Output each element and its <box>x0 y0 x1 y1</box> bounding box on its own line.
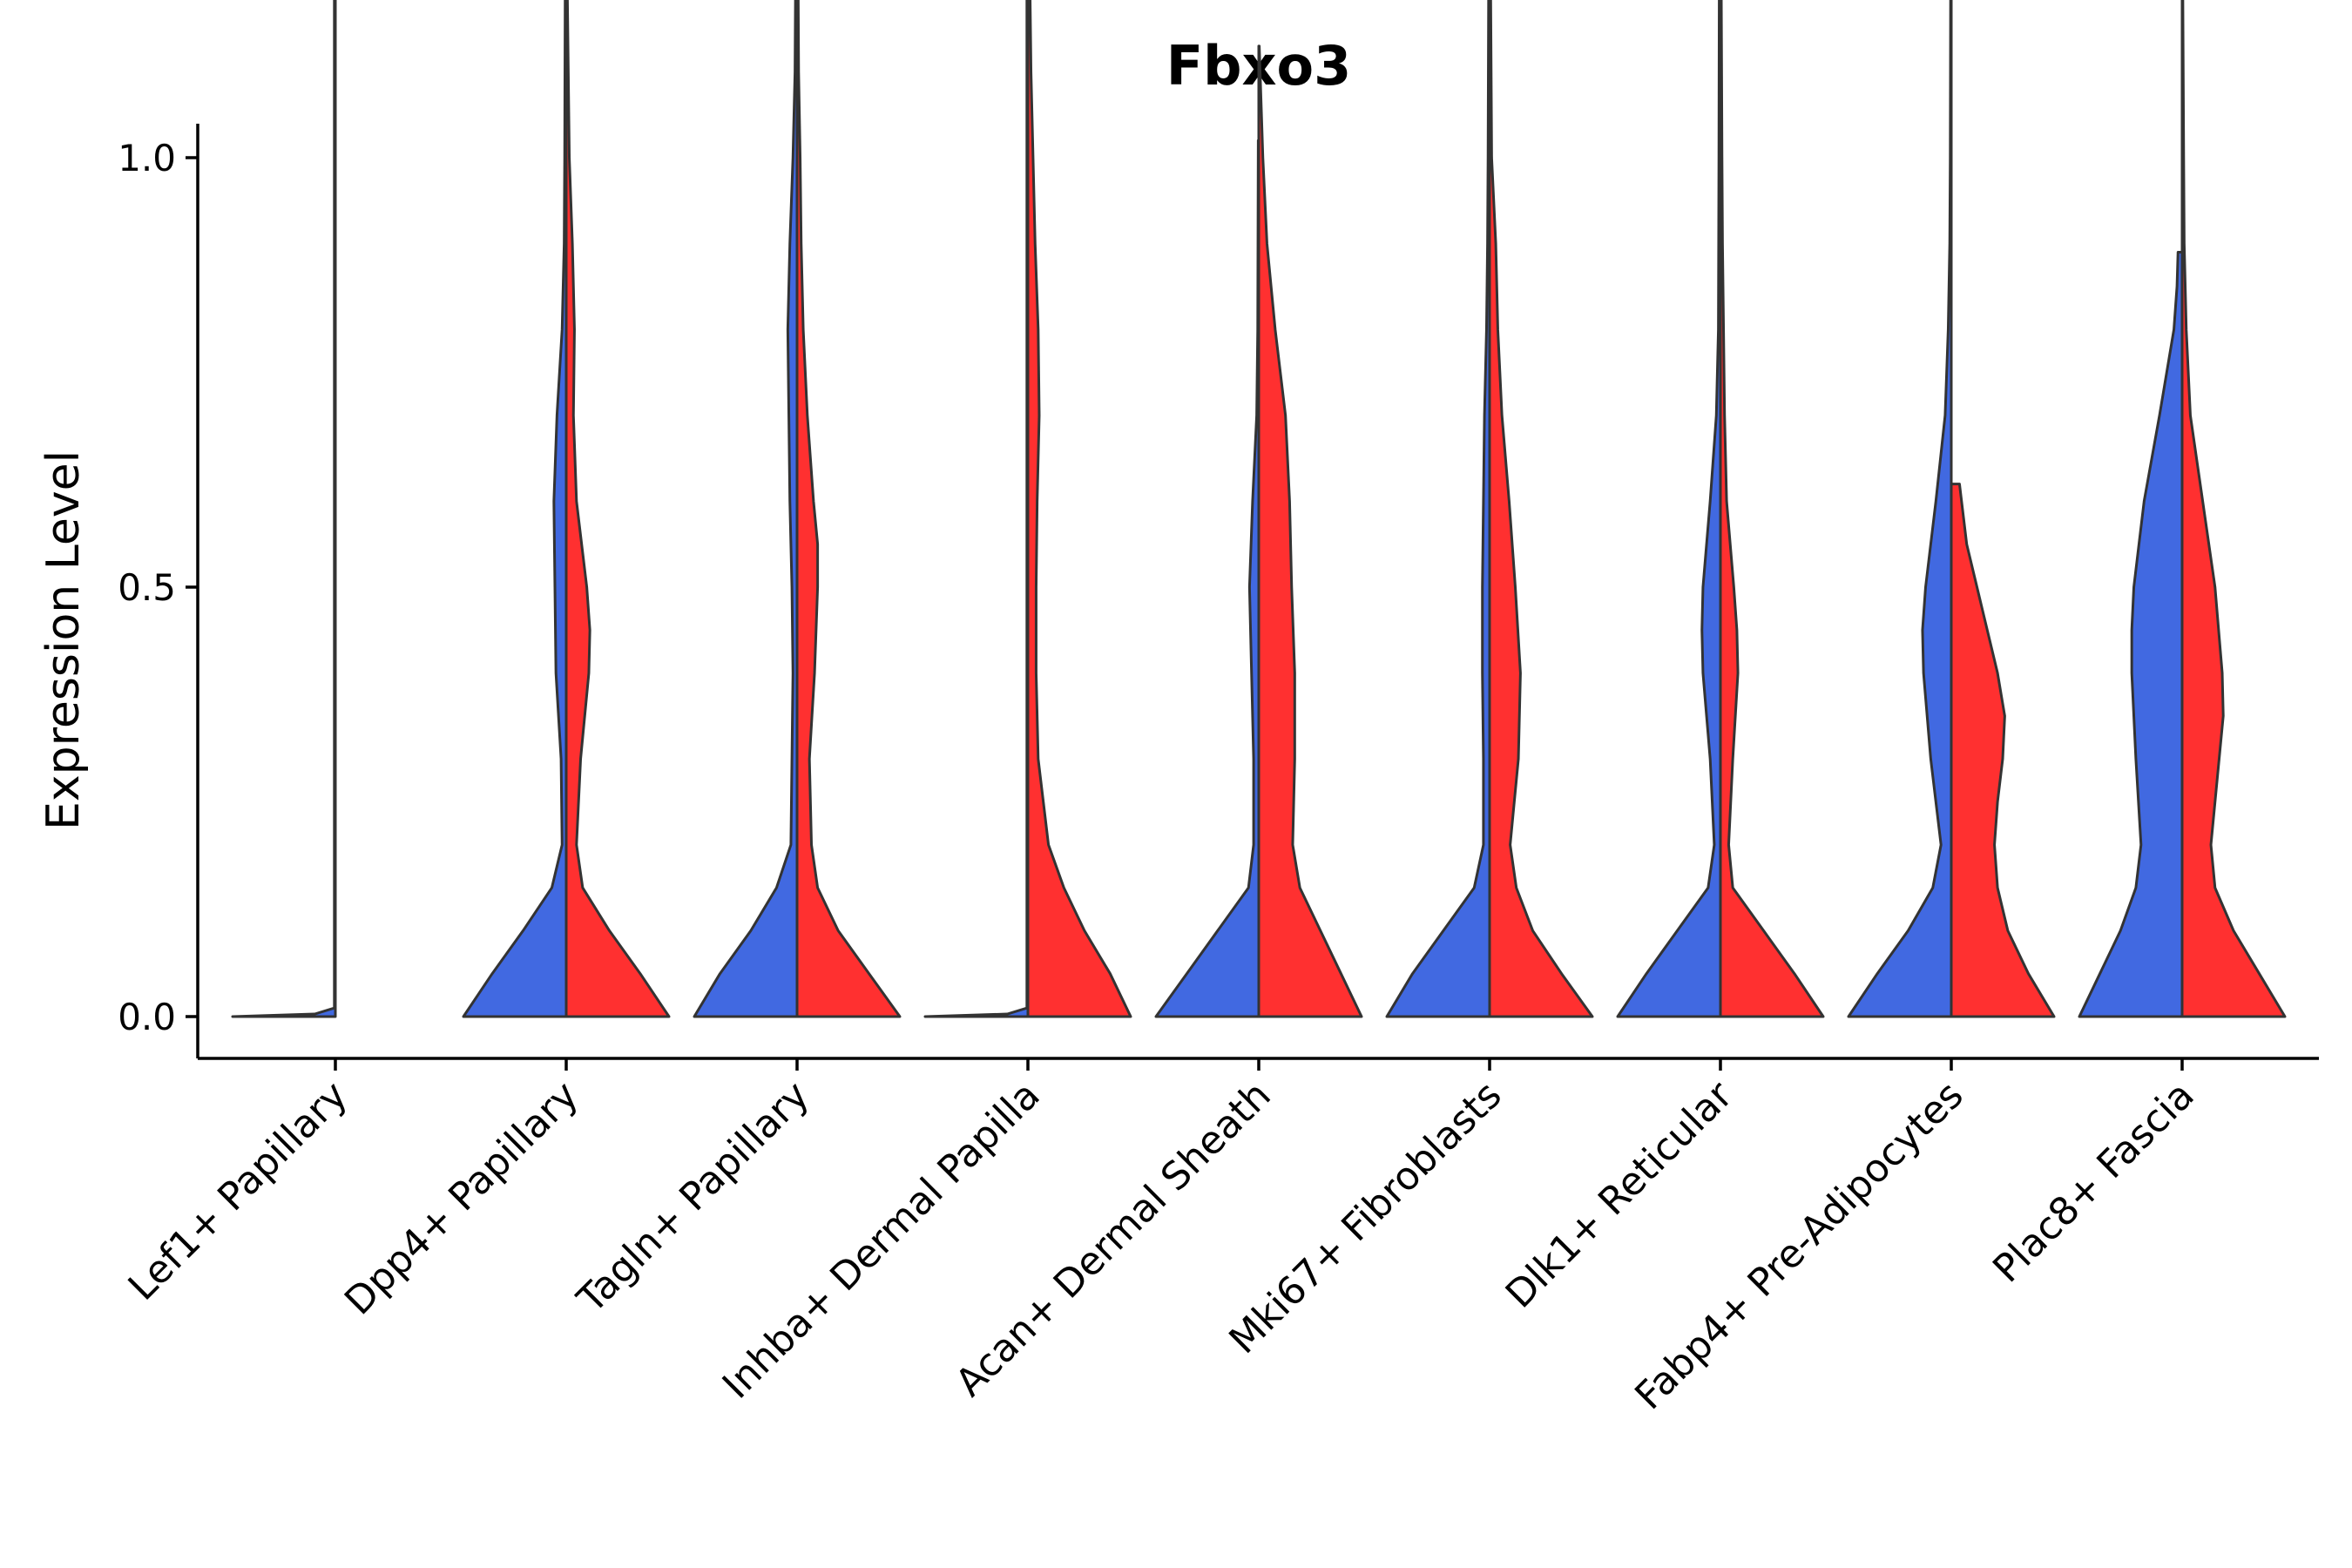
x-tick-label: Lef1+ Papillary <box>120 1073 356 1309</box>
x-tick-label: Dlk1+ Reticular <box>1497 1072 1742 1317</box>
violin-inhba-dermal-papilla-left <box>923 0 1030 1018</box>
y-axis: 0.00.51.01.52.0 <box>118 124 199 1058</box>
violin-plac8-fascia-left <box>2078 250 2184 1018</box>
violin-fabp4-pre-adipocytes-right <box>1950 483 2056 1018</box>
x-tick-label: Dpp4+ Papillary <box>336 1073 587 1324</box>
x-tick-label: Tagln+ Papillary <box>569 1073 818 1322</box>
violin-dpp4-papillary-left <box>462 0 568 1018</box>
y-tick-label: 0.0 <box>118 996 176 1038</box>
violin-acan-dermal-sheath-right <box>1257 44 1363 1018</box>
y-tick-label: 0.5 <box>118 566 176 609</box>
x-tick-label: Plac8+ Fascia <box>1984 1073 2203 1292</box>
violin-mki67-fibroblasts-left <box>1385 0 1491 1018</box>
violin-fabp4-pre-adipocytes-left <box>1847 0 1953 1018</box>
violin-dpp4-papillary-right <box>564 0 671 1018</box>
violin-dlk1-reticular-left <box>1616 0 1722 1018</box>
violin-mki67-fibroblasts-right <box>1488 0 1594 1018</box>
violin-tagln-papillary-left <box>693 0 799 1018</box>
y-axis-label: Expression Level <box>37 450 90 830</box>
violin-layer <box>231 0 2287 1018</box>
violin-acan-dermal-sheath-left <box>1154 139 1260 1018</box>
violin-lef1-papillary-left <box>231 0 337 1018</box>
violin-inhba-dermal-papilla-right <box>1026 0 1132 1018</box>
violin-dlk1-reticular-right <box>1719 0 1825 1018</box>
violin-tagln-papillary-right <box>795 0 902 1018</box>
y-tick-label: 1.0 <box>118 137 176 179</box>
violin-plac8-fascia-right <box>2180 0 2287 1018</box>
